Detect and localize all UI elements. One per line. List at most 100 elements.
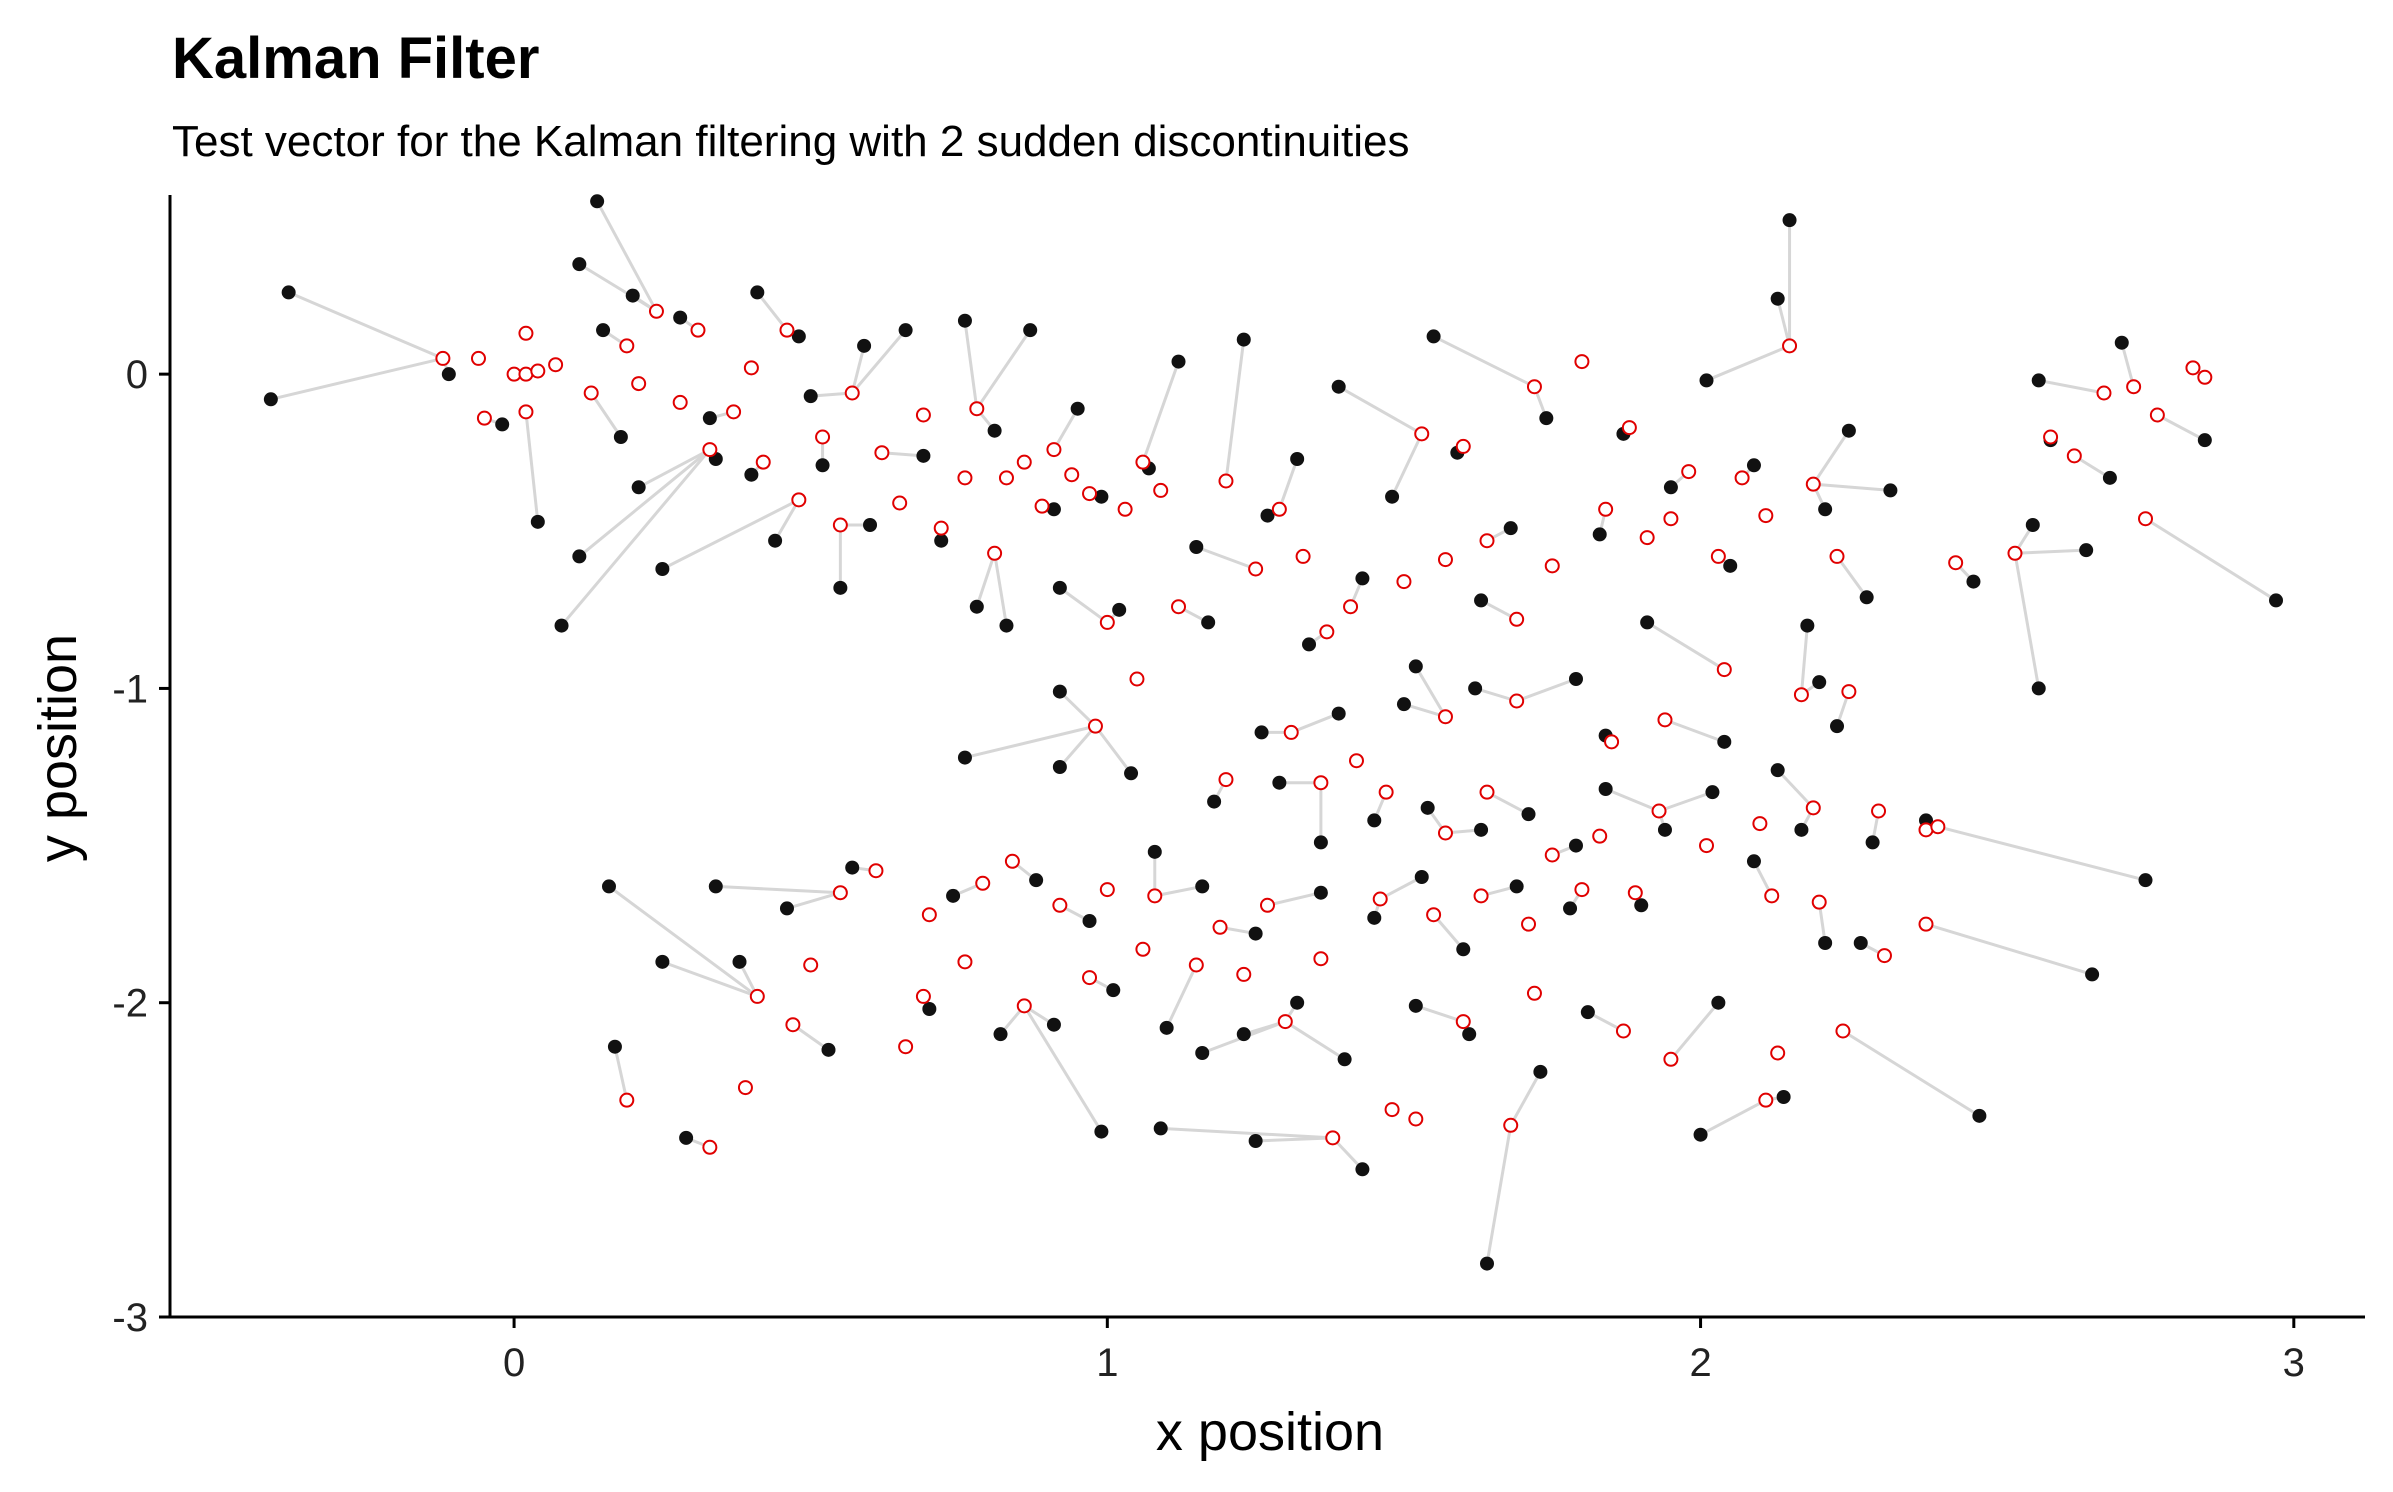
x-tick-label: 1 <box>1096 1341 1118 1385</box>
connector-line <box>2038 378 2105 395</box>
connector-line <box>1094 725 1133 775</box>
connector-line <box>288 291 444 360</box>
observed-point <box>1782 213 1797 228</box>
connector-lines <box>270 200 2277 1264</box>
connector-line <box>1705 344 1791 382</box>
observed-point <box>1367 910 1382 925</box>
observed-point <box>1533 1064 1548 1079</box>
filtered-point <box>969 401 985 417</box>
observed-point <box>2025 518 2040 532</box>
filtered-point <box>987 545 1003 561</box>
connector-line <box>1277 458 1299 510</box>
filtered-point <box>2126 379 2142 395</box>
filtered-point <box>1574 354 1590 370</box>
connector-line <box>1224 339 1246 482</box>
observed-point <box>1396 697 1411 712</box>
filtered-point <box>1437 825 1453 841</box>
filtered-point <box>1663 1051 1679 1067</box>
filtered-point <box>1348 753 1364 769</box>
filtered-point <box>1319 624 1335 640</box>
observed-point <box>631 480 646 495</box>
observed-point <box>934 533 949 548</box>
filtered-point <box>892 495 908 511</box>
filtered-point <box>1016 998 1032 1014</box>
filtered-point <box>1841 684 1857 700</box>
observed-point <box>1657 822 1672 837</box>
observed-point <box>1171 354 1186 369</box>
filtered-point <box>1918 916 1934 932</box>
filtered-point <box>791 492 807 508</box>
connector-line <box>1925 922 2093 976</box>
observed-point <box>1420 800 1435 815</box>
observed-point <box>1883 483 1898 498</box>
connector-line <box>608 885 759 998</box>
connector-line <box>2156 413 2206 442</box>
connector-line <box>2013 553 2041 689</box>
observed-point <box>1236 332 1251 347</box>
filtered-point <box>1046 442 1062 458</box>
filtered-point <box>530 363 546 379</box>
observed-point <box>655 562 670 576</box>
filtered-point <box>1313 951 1329 967</box>
observed-point <box>1456 942 1471 957</box>
observed-point <box>1539 411 1554 426</box>
observed-point <box>1189 540 1204 554</box>
filtered-point <box>868 863 884 879</box>
observed-point <box>1521 807 1536 822</box>
y-axis-ticks: -3 -2 -1 0 <box>112 353 170 1340</box>
connector-line <box>1414 665 1447 718</box>
chart-subtitle: Test vector for the Kalman filtering wit… <box>172 117 1410 166</box>
filtered-point <box>1835 1023 1851 1039</box>
filtered-point <box>1218 772 1234 788</box>
filtered-point <box>1681 464 1697 480</box>
filtered-point <box>1064 467 1080 483</box>
connector-line <box>1022 1005 1103 1133</box>
filtered-point <box>1782 338 1798 354</box>
observed-point <box>1106 983 1121 998</box>
observed-point <box>1023 323 1038 338</box>
filtered-point <box>1188 957 1204 973</box>
observed-point <box>744 467 759 482</box>
filtered-point <box>518 404 534 420</box>
observed-point <box>1052 760 1067 774</box>
connector-line <box>1669 1001 1720 1061</box>
filtered-point <box>1082 486 1098 502</box>
observed-point <box>993 1027 1008 1042</box>
filtered-point <box>1004 853 1020 869</box>
filtered-point <box>672 394 688 410</box>
filtered-point <box>702 442 718 458</box>
connector-line <box>1415 1004 1464 1023</box>
filtered-point <box>737 1080 753 1096</box>
observed-point <box>957 313 972 328</box>
observed-point <box>1082 914 1097 928</box>
connector-line <box>975 552 997 608</box>
observed-point <box>969 599 984 614</box>
observed-point <box>596 323 611 338</box>
filtered-point <box>548 357 564 373</box>
observed-point <box>1260 508 1275 523</box>
observed-point <box>1331 379 1346 394</box>
observed-point <box>1124 766 1139 781</box>
filtered-point <box>1716 662 1732 678</box>
filtered-point <box>1758 1092 1774 1108</box>
filtered-point <box>1283 724 1299 740</box>
observed-point <box>1046 502 1061 517</box>
observed-point <box>1770 763 1785 778</box>
observed-point <box>572 549 587 564</box>
connector-line <box>1141 361 1180 463</box>
filtered-point <box>1829 548 1845 564</box>
observed-point <box>1302 637 1317 652</box>
observed-point <box>1474 822 1489 837</box>
connector-line <box>1052 407 1079 451</box>
filtered-point <box>1592 828 1608 844</box>
observed-point <box>1094 489 1109 504</box>
observed-point <box>1853 936 1868 950</box>
connector-line <box>963 320 979 409</box>
observed-point <box>957 750 972 765</box>
filtered-point <box>2007 545 2023 561</box>
filtered-point <box>1615 1023 1631 1039</box>
observed-point <box>946 888 961 903</box>
connector-line <box>1516 677 1577 703</box>
observed-point <box>1159 1020 1174 1035</box>
